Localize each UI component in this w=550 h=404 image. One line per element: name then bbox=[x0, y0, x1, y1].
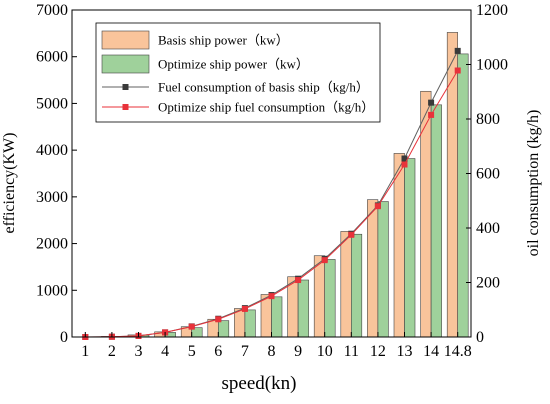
bar-optimize-7 bbox=[271, 296, 283, 338]
marker-optimize-9 bbox=[321, 257, 328, 264]
bar-optimize-11 bbox=[377, 201, 389, 338]
y-tick-label-3000: 3000 bbox=[36, 189, 68, 206]
y2-tick-label-800: 800 bbox=[476, 111, 500, 128]
legend-marker-2 bbox=[122, 84, 129, 90]
marker-optimize-7 bbox=[268, 293, 275, 300]
legend-swatch-0 bbox=[101, 30, 150, 50]
bar-optimize-10 bbox=[350, 233, 363, 338]
x-tick-label-10: 11 bbox=[344, 343, 359, 360]
axes: 0 1000 2000 3000 4000 5000 6000 7000 0 200 400 600 8… bbox=[36, 2, 508, 360]
x-tick-label-2: 3 bbox=[135, 343, 143, 360]
marker-basis-14 bbox=[454, 47, 461, 54]
y2-tick-label-200: 200 bbox=[476, 275, 500, 292]
legend: Basis ship power（kw） Optimize ship power（… bbox=[95, 22, 381, 123]
x-tick-label-12: 13 bbox=[397, 343, 413, 360]
bar-basis-9 bbox=[313, 255, 326, 338]
x-tick-label-14: 14.8 bbox=[444, 343, 472, 360]
marker-optimize-5 bbox=[215, 316, 222, 323]
x-tick-label-8: 9 bbox=[294, 343, 302, 360]
bar-basis-11 bbox=[367, 199, 379, 338]
y-tick-label-1000: 1000 bbox=[36, 282, 68, 299]
bar-basis-13 bbox=[420, 90, 432, 338]
x-axis-title: speed(kn) bbox=[222, 373, 297, 394]
marker-optimize-12 bbox=[401, 161, 408, 168]
legend-marker-3 bbox=[122, 104, 129, 110]
y-tick-label-0: 0 bbox=[60, 329, 68, 346]
legend-label-1: Optimize ship power（kw） bbox=[158, 57, 309, 72]
bar-optimize-12 bbox=[404, 158, 416, 338]
y2-axis-title: oil consumption (kg/h) bbox=[525, 110, 542, 257]
x-tick-label-9: 10 bbox=[317, 343, 333, 360]
bar-optimize-6 bbox=[244, 309, 256, 338]
marker-basis-12 bbox=[401, 155, 408, 162]
y2-tick-label-600: 600 bbox=[476, 166, 500, 183]
y-axis-title: efficiency(KW) bbox=[1, 133, 18, 234]
x-tick-label-7: 8 bbox=[268, 343, 276, 360]
marker-optimize-13 bbox=[428, 111, 435, 118]
x-tick-label-11: 12 bbox=[370, 343, 386, 360]
bar-basis-14 bbox=[446, 32, 459, 338]
bar-optimize-14 bbox=[457, 53, 469, 338]
marker-optimize-11 bbox=[374, 203, 381, 210]
bar-optimize-8 bbox=[297, 279, 309, 338]
legend-label-2: Fuel consumption of basis ship（kg/h） bbox=[158, 80, 369, 95]
x-tick-label-1: 2 bbox=[108, 343, 116, 360]
bar-basis-12 bbox=[393, 153, 405, 338]
bar-basis-10 bbox=[340, 231, 352, 338]
marker-optimize-6 bbox=[241, 305, 248, 312]
y2-tick-label-400: 400 bbox=[476, 220, 500, 237]
y2-tick-label-1200: 1200 bbox=[476, 2, 508, 19]
y-tick-label-4000: 4000 bbox=[36, 142, 68, 159]
plot-area bbox=[74, 32, 469, 340]
x-tick-label-4: 5 bbox=[188, 343, 196, 360]
legend-label-0: Basis ship power（kw） bbox=[158, 33, 289, 48]
marker-basis-13 bbox=[428, 99, 435, 106]
y-tick-label-6000: 6000 bbox=[36, 49, 68, 66]
marker-optimize-4 bbox=[188, 323, 195, 330]
x-tick-label-13: 14 bbox=[423, 343, 439, 360]
marker-optimize-10 bbox=[348, 231, 355, 238]
bar-optimize-5 bbox=[218, 320, 230, 338]
marker-optimize-14 bbox=[454, 67, 461, 74]
y2-tick-label-1000: 1000 bbox=[476, 57, 508, 74]
bar-optimize-13 bbox=[430, 104, 442, 338]
marker-optimize-8 bbox=[295, 277, 302, 284]
x-tick-label-0: 1 bbox=[81, 343, 89, 360]
x-tick-label-6: 7 bbox=[241, 343, 249, 360]
x-tick-label-5: 6 bbox=[214, 343, 222, 360]
y-tick-label-2000: 2000 bbox=[36, 236, 68, 253]
y-tick-label-5000: 5000 bbox=[36, 95, 68, 112]
legend-label-3: Optimize ship fuel consumption（kg/h） bbox=[158, 100, 374, 115]
x-tick-label-3: 4 bbox=[161, 343, 169, 360]
legend-swatch-1 bbox=[101, 54, 150, 74]
bar-optimize-9 bbox=[324, 259, 336, 338]
y-tick-label-7000: 7000 bbox=[36, 2, 68, 19]
y2-tick-label-0: 0 bbox=[476, 329, 484, 346]
